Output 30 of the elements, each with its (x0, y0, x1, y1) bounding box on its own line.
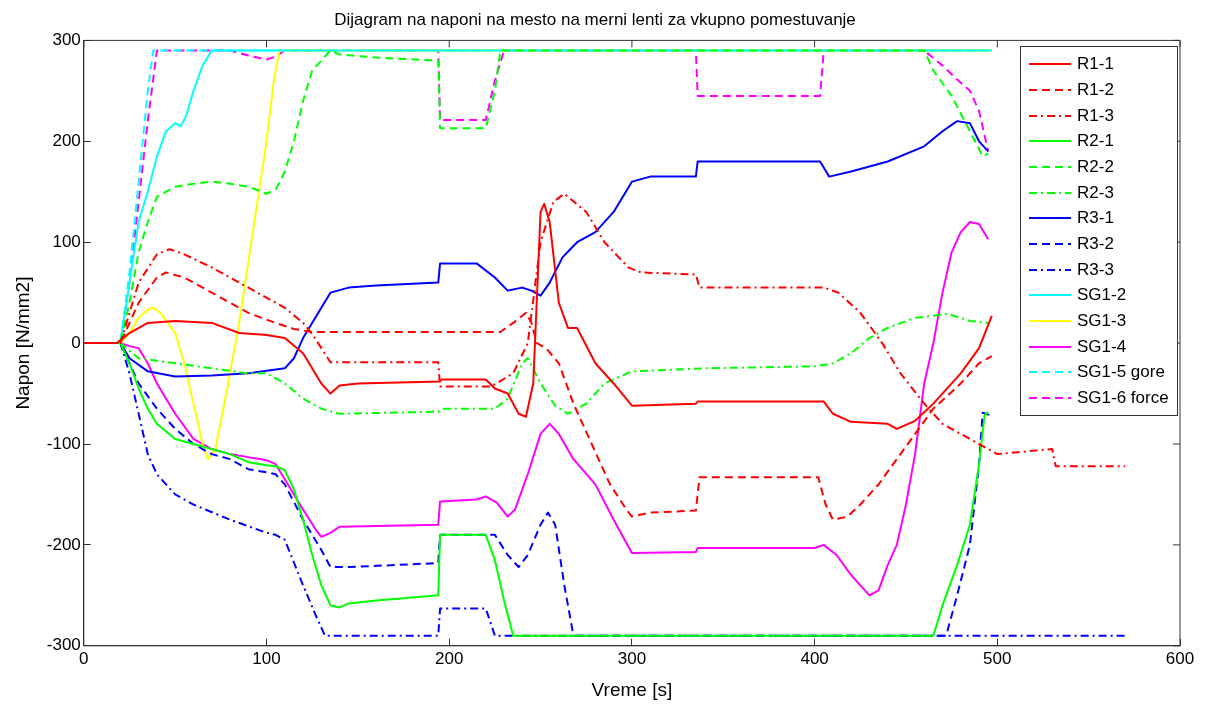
legend-label: R3-1 (1077, 208, 1114, 229)
y-tick-label: -200 (46, 534, 81, 554)
legend-label: R2-3 (1077, 182, 1114, 203)
legend-label: SG1-2 (1077, 285, 1127, 306)
legend-label: R2-1 (1077, 131, 1114, 152)
y-tick-label: -300 (46, 635, 81, 655)
legend-label: SG1-3 (1077, 311, 1127, 332)
legend-label: R1-2 (1077, 79, 1114, 100)
legend-label: SG1-4 (1077, 336, 1127, 357)
y-tick-label: 0 (71, 332, 81, 352)
x-tick-label: 500 (983, 648, 1012, 668)
legend-label: R2-2 (1077, 156, 1114, 177)
x-tick-label: 300 (617, 648, 647, 668)
x-tick-label: 600 (1165, 648, 1195, 668)
legend-label: SG1-6 force (1077, 388, 1169, 409)
legend-label: R3-3 (1077, 259, 1114, 280)
y-tick-label: 300 (52, 30, 81, 50)
x-tick-label: 400 (800, 648, 829, 668)
x-axis-title: Vreme [s] (591, 678, 673, 700)
y-tick-label: -100 (46, 433, 81, 453)
chart-title: Dijagram na naponi na mesto na merni lenti za vkupno pomestuvanje (334, 9, 856, 29)
y-axis-title: Napon [N/mm2] (11, 276, 33, 410)
legend-label: R1-1 (1077, 54, 1114, 75)
legend-label: SG1-5 gore (1077, 362, 1165, 383)
y-tick-label: 200 (52, 130, 81, 150)
legend-label: R3-2 (1077, 234, 1114, 255)
legend-label: R1-3 (1077, 105, 1114, 126)
x-tick-label: 100 (252, 648, 281, 668)
x-tick-label: 200 (435, 648, 464, 668)
y-tick-label: 100 (52, 231, 81, 251)
